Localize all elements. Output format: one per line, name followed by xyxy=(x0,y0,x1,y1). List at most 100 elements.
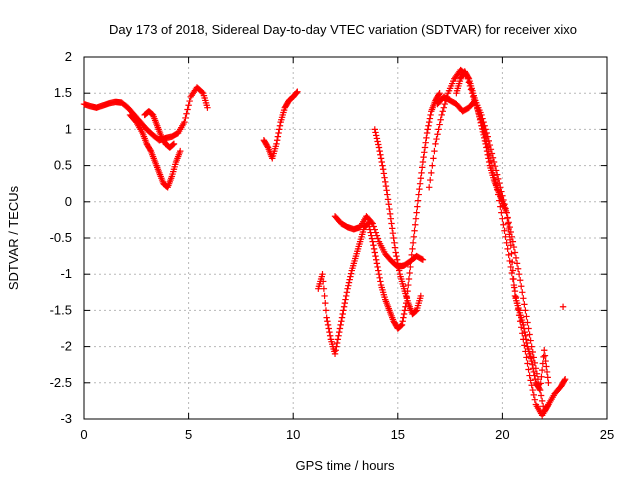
data-point xyxy=(424,126,431,133)
data-point xyxy=(423,129,431,137)
data-point xyxy=(423,134,430,142)
data-point xyxy=(537,380,544,387)
y-tick-label: -0.5 xyxy=(50,230,72,245)
data-point xyxy=(411,227,418,234)
data-point xyxy=(481,134,488,142)
data-point xyxy=(421,144,429,151)
data-point xyxy=(382,182,390,190)
y-tick-label: -2.5 xyxy=(50,375,72,390)
data-point xyxy=(505,251,512,259)
data-point xyxy=(368,232,375,239)
data-point xyxy=(339,310,346,318)
data-point xyxy=(425,118,433,126)
data-point xyxy=(340,303,348,310)
data-point xyxy=(170,141,177,148)
data-point xyxy=(388,220,395,227)
data-point xyxy=(372,252,379,260)
data-point xyxy=(386,205,393,213)
data-point xyxy=(526,331,533,338)
series-arc1 xyxy=(80,84,211,144)
data-point xyxy=(513,260,521,267)
data-point xyxy=(418,255,426,263)
tick-layer: 0 5 10 15 20 25 -3 -2.5 -2 -1.5 -1 -0.5 0 0.5 1 1.5 2 xyxy=(50,49,615,442)
data-point xyxy=(335,332,342,339)
data-point xyxy=(375,271,383,278)
data-point xyxy=(374,263,381,271)
data-point xyxy=(409,239,417,247)
data-point xyxy=(275,129,282,137)
data-point xyxy=(530,368,537,376)
x-tick-label: 5 xyxy=(185,427,192,442)
data-point xyxy=(374,138,381,145)
data-point xyxy=(372,229,380,236)
data-point xyxy=(527,337,534,344)
data-point xyxy=(561,377,568,384)
data-point xyxy=(422,139,429,146)
y-tick-label: -1.5 xyxy=(50,302,72,317)
data-point xyxy=(372,256,380,263)
data-point xyxy=(543,363,550,370)
data-point xyxy=(416,180,424,187)
data-point xyxy=(507,263,514,271)
data-point xyxy=(512,254,520,262)
data-point xyxy=(183,110,190,117)
y-tick-label: 0 xyxy=(65,194,72,209)
data-point xyxy=(428,169,435,177)
data-point xyxy=(416,185,423,193)
data-point xyxy=(499,215,506,222)
data-point xyxy=(480,131,487,139)
data-point xyxy=(322,299,329,307)
data-point xyxy=(319,271,326,278)
data-point xyxy=(481,137,489,145)
data-point xyxy=(400,314,407,321)
data-point xyxy=(523,339,531,347)
y-tick-label: 2 xyxy=(65,49,72,64)
data-point xyxy=(420,153,427,161)
data-point xyxy=(476,113,483,120)
data-point xyxy=(412,307,420,315)
data-point xyxy=(414,203,421,210)
data-point xyxy=(426,115,434,122)
data-point xyxy=(541,347,548,354)
data-point xyxy=(373,135,381,142)
data-point xyxy=(381,174,388,181)
y-tick-label: 0.5 xyxy=(54,158,72,173)
data-point xyxy=(511,284,518,291)
data-point xyxy=(480,118,487,126)
data-point xyxy=(340,307,347,314)
data-point xyxy=(320,285,328,292)
data-point xyxy=(375,144,383,151)
data-point xyxy=(405,275,413,283)
data-point xyxy=(169,141,176,149)
data-point xyxy=(486,141,494,149)
data-point xyxy=(409,245,416,253)
data-point xyxy=(474,104,481,111)
data-point xyxy=(425,184,433,191)
series-arc5 xyxy=(315,90,443,358)
data-point xyxy=(433,135,440,143)
chart-title: Day 173 of 2018, Sidereal Day-to-day VTE… xyxy=(109,22,577,37)
data-point xyxy=(326,332,334,339)
y-axis-label: SDTVAR / TECUs xyxy=(6,185,21,290)
data-point xyxy=(504,214,511,222)
data-point xyxy=(395,263,402,271)
data-point xyxy=(373,260,381,267)
data-point xyxy=(531,372,538,379)
data-point xyxy=(507,242,514,249)
data-point xyxy=(375,267,382,274)
data-point xyxy=(376,274,383,282)
data-point xyxy=(370,223,377,230)
data-point xyxy=(435,126,442,133)
data-point xyxy=(485,158,493,166)
data-point xyxy=(391,239,398,247)
data-point xyxy=(379,166,387,173)
data-point xyxy=(508,250,515,257)
data-point xyxy=(504,220,512,227)
data-point xyxy=(395,267,403,274)
series-isolated xyxy=(559,303,567,310)
data-point xyxy=(333,339,341,347)
data-point xyxy=(537,392,545,399)
data-point xyxy=(338,314,346,321)
data-point xyxy=(542,357,549,365)
data-point xyxy=(528,357,535,365)
